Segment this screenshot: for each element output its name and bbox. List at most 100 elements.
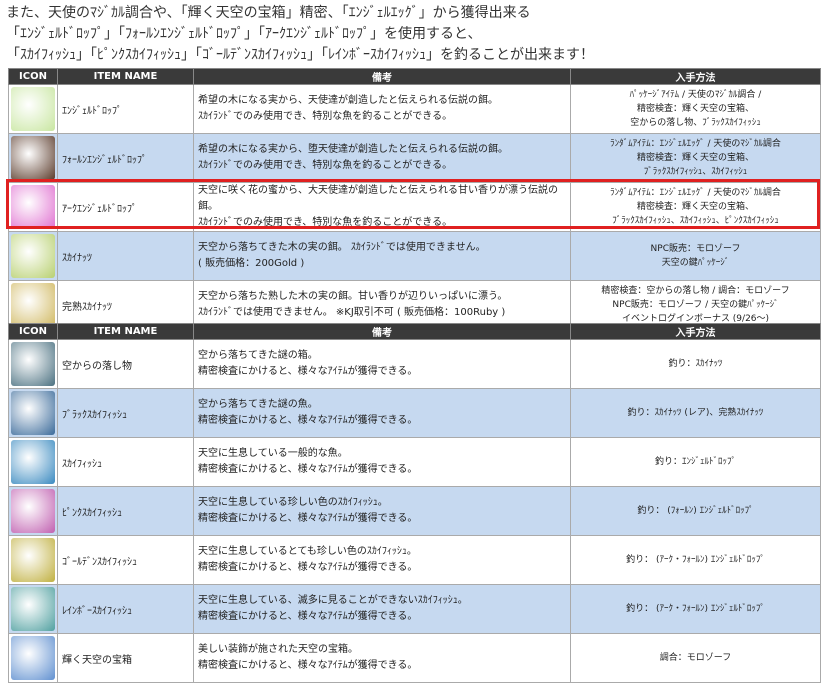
icon-cell [8, 388, 58, 438]
description-line: 精密検査にかけると、様々なｱｲﾃﾑが獲得できる。 [198, 660, 418, 671]
icon-cell [8, 535, 58, 585]
table-row: ﾋﾟﾝｸｽｶｲﾌｨｯｼｭ 天空に生息している珍しい色のｽｶｲﾌｨｯｼｭ。 精密検査に… [8, 486, 821, 536]
item-description: 天空から落ちてきた木の実の餌。 ｽｶｲﾗﾝﾄﾞでは使用できません。 ( 販売価格：… [193, 231, 571, 281]
item-name: ﾚｲﾝﾎﾞｰｽｶｲﾌｨｯｼｭ [57, 584, 194, 634]
item-name: ﾋﾟﾝｸｽｶｲﾌｨｯｼｭ [57, 486, 194, 536]
description-line: 天空から落ちてきた木の実の餌。 ｽｶｲﾗﾝﾄﾞでは使用できません。 [198, 242, 486, 253]
ripe-sky-nut-icon [11, 283, 55, 327]
item-name: 完熟ｽｶｲﾅｯﾂ [57, 280, 194, 330]
fallen-angel-drop-icon [11, 136, 55, 180]
method-line: ﾊﾟｯｹｰｼﾞｱｲﾃﾑ / 天使のﾏｼﾞｶﾙ調合 / [629, 90, 762, 100]
item-description: 天空に生息している一般的な魚。 精密検査にかけると、様々なｱｲﾃﾑが獲得できる。 [193, 437, 571, 487]
black-skyfish-icon [11, 391, 55, 435]
acquisition-method: 釣り：ｽｶｲﾅｯﾂ [570, 339, 821, 389]
description-line: 美しい装飾が施された天空の宝箱。 [198, 644, 358, 655]
description-line: 精密検査にかけると、様々なｱｲﾃﾑが獲得できる。 [198, 611, 418, 622]
header-desc: 備考 [193, 323, 571, 340]
description-line: 希望の木になる実から、天使達が創造したと伝えられる伝説の餌。 [198, 95, 498, 106]
item-description: 希望の木になる実から、天使達が創造したと伝えられる伝説の餌。 ｽｶｲﾗﾝﾄﾞでのみ… [193, 84, 571, 134]
method-line: 釣り：ｽｶｲﾅｯﾂ (レア)、完熟ｽｶｲﾅｯﾂ [627, 408, 764, 418]
item-name: ｴﾝｼﾞｪﾙﾄﾞﾛｯﾌﾟ [57, 84, 194, 134]
method-line: ﾌﾞﾗｯｸｽｶｲﾌｨｯｼｭ、ｽｶｲﾌｨｯｼｭ、ﾋﾟﾝｸｽｶｲﾌｨｯｼｭ [612, 216, 779, 226]
mystery-box-icon [11, 342, 55, 386]
item-name: ｽｶｲﾌｨｯｼｭ [57, 437, 194, 487]
icon-cell [8, 280, 58, 330]
acquisition-method: ﾊﾟｯｹｰｼﾞｱｲﾃﾑ / 天使のﾏｼﾞｶﾙ調合 / 精密検査：輝く天空の宝箱、空… [570, 84, 821, 134]
item-description: 空から落ちてきた謎の魚。精密検査にかけると、様々なｱｲﾃﾑが獲得できる。 [193, 388, 571, 438]
method-line: 精密検査：輝く天空の宝箱、 [636, 153, 754, 163]
description-line: 天空から落ちた熟した木の実の餌。甘い香りが辺りいっぱいに漂う。 [198, 291, 508, 302]
description-line: ｽｶｲﾗﾝﾄﾞでのみ使用でき、特別な魚を釣ることができる。 [198, 217, 453, 228]
acquisition-method: 釣り： (ｱｰｸ・ﾌｫｰﾙﾝ) ｴﾝｼﾞｪﾙﾄﾞﾛｯﾌﾟ [570, 535, 821, 585]
arc-angel-drop-icon [11, 185, 55, 229]
icon-cell [8, 584, 58, 634]
intro-line: 「ｴﾝｼﾞｪﾙﾄﾞﾛｯﾌﾟ」「ﾌｫｰﾙﾝｴﾝｼﾞｪﾙﾄﾞﾛｯﾌﾟ」「ｱｰｸｴﾝｼ… [6, 26, 482, 42]
header-desc: 備考 [193, 68, 571, 85]
description-line: 希望の木になる実から、堕天使達が創造したと伝えられる伝説の餌。 [198, 144, 508, 155]
item-description: 美しい装飾が施された天空の宝箱。精密検査にかけると、様々なｱｲﾃﾑが獲得できる。 [193, 633, 571, 683]
method-line: 天空の鍵ﾊﾟｯｹｰｼﾞ [661, 258, 730, 268]
description-line: 天空に生息しているとても珍しい色のｽｶｲﾌｨｯｼｭ。 [198, 546, 417, 557]
description-line: 精密検査にかけると、様々なｱｲﾃﾑが獲得できる。 [198, 513, 418, 524]
table-row: ﾌｫｰﾙﾝｴﾝｼﾞｪﾙﾄﾞﾛｯﾌﾟ 希望の木になる実から、堕天使達が創造したと伝え… [8, 133, 821, 183]
acquisition-method: NPC販売：モロゾーフ 天空の鍵ﾊﾟｯｹｰｼﾞ [570, 231, 821, 281]
description-line: 天空に生息している、滅多に見ることができないｽｶｲﾌｨｯｼｭ。 [198, 595, 468, 606]
icon-cell [8, 182, 58, 232]
description-line: ｽｶｲﾗﾝﾄﾞでは使用できません。 ※KJ取引不可 ( 販売価格：100Ruby… [198, 307, 506, 318]
item-name: ｽｶｲﾅｯﾂ [57, 231, 194, 281]
method-line: 釣り：ｽｶｲﾅｯﾂ [668, 359, 723, 369]
acquisition-method: ﾗﾝﾀﾞﾑｱｲﾃﾑ：ｴﾝｼﾞｪﾙｴｯｸﾞ / 天使のﾏｼﾞｶﾙ調合 精密検査：輝く… [570, 182, 821, 232]
method-line: NPC販売：モロゾーフ / 天空の鍵ﾊﾟｯｹｰｼﾞ [612, 300, 779, 310]
sky-nut-icon [11, 234, 55, 278]
item-name: 輝く天空の宝箱 [57, 633, 194, 683]
item-name: ｺﾞｰﾙﾃﾞﾝｽｶｲﾌｨｯｼｭ [57, 535, 194, 585]
method-line: 精密検査：輝く天空の宝箱、 [636, 104, 754, 114]
acquisition-method: ﾗﾝﾀﾞﾑｱｲﾃﾑ：ｴﾝｼﾞｪﾙｴｯｸﾞ / 天使のﾏｼﾞｶﾙ調合 精密検査：輝く… [570, 133, 821, 183]
table-header: ICON ITEM NAME 備考 入手方法 [8, 68, 821, 85]
intro-line: また、天使のﾏｼﾞｶﾙ調合や、「輝く天空の宝箱」精密、「ｴﾝｼﾞｪﾙｴｯｸﾞ」か… [6, 5, 531, 21]
description-line: 精密検査にかけると、様々なｱｲﾃﾑが獲得できる。 [198, 562, 418, 573]
method-line: 釣り： (ﾌｫｰﾙﾝ) ｴﾝｼﾞｪﾙﾄﾞﾛｯﾌﾟ [637, 506, 754, 516]
method-line: 釣り： (ｱｰｸ・ﾌｫｰﾙﾝ) ｴﾝｼﾞｪﾙﾄﾞﾛｯﾌﾟ [626, 604, 765, 614]
item-name: ﾌﾞﾗｯｸｽｶｲﾌｨｯｼｭ [57, 388, 194, 438]
icon-cell [8, 339, 58, 389]
header-icon: ICON [8, 68, 58, 85]
header-name: ITEM NAME [57, 323, 194, 340]
table-row: ｴﾝｼﾞｪﾙﾄﾞﾛｯﾌﾟ 希望の木になる実から、天使達が創造したと伝えられる伝説の… [8, 84, 821, 134]
bait-table: ICON ITEM NAME 備考 入手方法 ｴﾝｼﾞｪﾙﾄﾞﾛｯﾌﾟ 希望の木になる実か… [8, 68, 821, 330]
catch-table: ICON ITEM NAME 備考 入手方法 空からの落し物 空から落ちてきた謎の箱。 精密… [8, 323, 821, 683]
intro-line: 「ｽｶｲﾌｨｯｼｭ」「ﾋﾟﾝｸｽｶｲﾌｨｯｼｭ」「ｺﾞｰﾙﾃﾞﾝｽｶｲﾌｨｯｼｭ… [6, 47, 594, 63]
table-row: ｽｶｲﾌｨｯｼｭ 天空に生息している一般的な魚。 精密検査にかけると、様々なｱｲﾃﾑ… [8, 437, 821, 487]
skyfish-icon [11, 440, 55, 484]
pink-skyfish-icon [11, 489, 55, 533]
description-line: ( 販売価格：200Gold ) [198, 258, 305, 269]
item-description: 天空に咲く花の蜜から、大天使達が創造したと伝えられる甘い香りが漂う伝説の餌。 ｽｶ… [193, 182, 571, 232]
method-line: 釣り：ｴﾝｼﾞｪﾙﾄﾞﾛｯﾌﾟ [654, 457, 736, 467]
table-row: 空からの落し物 空から落ちてきた謎の箱。 精密検査にかけると、様々なｱｲﾃﾑが獲得で… [8, 339, 821, 389]
description-line: 空から落ちてきた謎の箱。 [198, 350, 318, 361]
table-row: ｺﾞｰﾙﾃﾞﾝｽｶｲﾌｨｯｼｭ 天空に生息しているとても珍しい色のｽｶｲﾌｨｯｼｭ… [8, 535, 821, 585]
shining-sky-chest-icon [11, 636, 55, 680]
item-name: ｱｰｸｴﾝｼﾞｪﾙﾄﾞﾛｯﾌﾟ [57, 182, 194, 232]
item-description: 空から落ちてきた謎の箱。 精密検査にかけると、様々なｱｲﾃﾑが獲得できる。 [193, 339, 571, 389]
item-description: 天空に生息している珍しい色のｽｶｲﾌｨｯｼｭ。精密検査にかけると、様々なｱｲﾃﾑ… [193, 486, 571, 536]
table-row: ﾚｲﾝﾎﾞｰｽｶｲﾌｨｯｼｭ 天空に生息している、滅多に見ることができないｽｶｲﾌ… [8, 584, 821, 634]
icon-cell [8, 133, 58, 183]
method-line: 精密検査：輝く天空の宝箱、 [636, 202, 754, 212]
acquisition-method: 調合：モロゾーフ [570, 633, 821, 683]
angel-drop-icon [11, 87, 55, 131]
description-line: 天空に生息している珍しい色のｽｶｲﾌｨｯｼｭ。 [198, 497, 388, 508]
header-method: 入手方法 [570, 323, 821, 340]
acquisition-method: 釣り：ｽｶｲﾅｯﾂ (レア)、完熟ｽｶｲﾅｯﾂ [570, 388, 821, 438]
acquisition-method: 釣り： (ｱｰｸ・ﾌｫｰﾙﾝ) ｴﾝｼﾞｪﾙﾄﾞﾛｯﾌﾟ [570, 584, 821, 634]
table-row: ｽｶｲﾅｯﾂ 天空から落ちてきた木の実の餌。 ｽｶｲﾗﾝﾄﾞでは使用できません。 (… [8, 231, 821, 281]
rainbow-skyfish-icon [11, 587, 55, 631]
method-line: 空からの落し物、ﾌﾞﾗｯｸｽｶｲﾌｨｯｼｭ [630, 118, 761, 128]
golden-skyfish-icon [11, 538, 55, 582]
description-line: 精密検査にかけると、様々なｱｲﾃﾑが獲得できる。 [198, 415, 418, 426]
method-line: イベントログインボーナス (9/26～) [621, 314, 770, 324]
header-name: ITEM NAME [57, 68, 194, 85]
description-line: 空から落ちてきた謎の魚。 [198, 399, 318, 410]
description-line: 天空に生息している一般的な魚。 [198, 448, 348, 459]
acquisition-method: 精密検査：空からの落し物 / 調合：モロゾーフ NPC販売：モロゾーフ / 天空の… [570, 280, 821, 330]
